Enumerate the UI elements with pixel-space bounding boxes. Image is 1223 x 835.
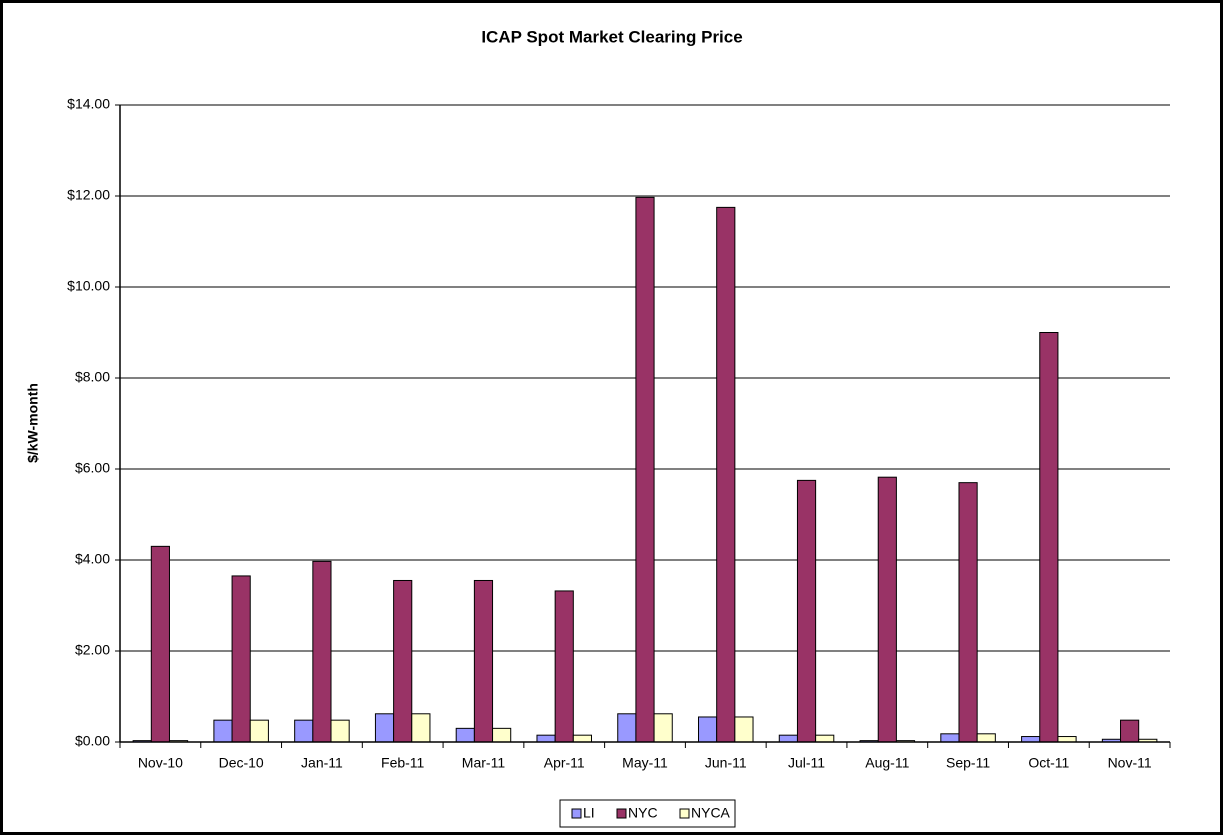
- bar: [572, 734, 592, 743]
- bar: [1021, 736, 1041, 743]
- bar: [734, 716, 754, 743]
- legend-box: [559, 799, 736, 828]
- bar: [635, 196, 655, 743]
- bar: [877, 476, 897, 743]
- x-tick-label: Nov-10: [138, 755, 183, 771]
- x-tick-label: Mar-11: [462, 755, 506, 771]
- legend-swatch: [616, 808, 627, 819]
- y-tick-label: $14.00: [67, 96, 110, 112]
- x-tick-label: Nov-11: [1108, 755, 1152, 771]
- bar: [249, 719, 269, 743]
- bar: [1120, 719, 1140, 743]
- legend-label: NYCA: [691, 805, 731, 821]
- x-tick-label: Apr-11: [544, 755, 585, 771]
- bar: [374, 713, 395, 743]
- bar: [231, 575, 251, 743]
- bar: [213, 719, 233, 743]
- bar: [330, 719, 350, 743]
- y-tick-label: $12.00: [67, 187, 110, 203]
- x-tick-label: Aug-11: [865, 755, 909, 771]
- bar: [150, 545, 170, 743]
- bar: [411, 713, 431, 743]
- bar: [492, 727, 512, 743]
- bar: [653, 713, 673, 743]
- y-axis-label: $/kW-month: [25, 383, 41, 463]
- bar: [1039, 332, 1059, 743]
- x-tick-label: May-11: [622, 755, 668, 771]
- legend-swatch: [679, 808, 690, 819]
- x-tick-label: Feb-11: [381, 755, 425, 771]
- bar: [778, 734, 798, 743]
- bar: [536, 734, 556, 743]
- bar: [815, 734, 835, 743]
- bar: [958, 482, 978, 743]
- bar: [312, 560, 332, 743]
- bar: [294, 719, 314, 743]
- x-tick-label: Oct-11: [1028, 755, 1069, 771]
- bar: [976, 733, 996, 743]
- x-tick-label: Dec-10: [219, 755, 264, 771]
- bar: [455, 727, 475, 743]
- bar: [617, 713, 637, 743]
- x-tick-label: Jan-11: [301, 755, 343, 771]
- bar: [716, 206, 736, 743]
- legend-swatch: [571, 808, 582, 819]
- bar: [796, 479, 817, 743]
- y-tick-label: $8.00: [75, 369, 110, 385]
- y-tick-label: $10.00: [67, 278, 110, 294]
- bar: [940, 733, 960, 743]
- bar: [393, 579, 413, 743]
- bar: [473, 579, 494, 743]
- y-tick-label: $4.00: [75, 551, 110, 567]
- x-tick-label: Jun-11: [705, 755, 747, 771]
- bar: [554, 590, 574, 743]
- y-tick-label: $2.00: [75, 642, 110, 658]
- bar: [698, 716, 718, 743]
- chart-title: ICAP Spot Market Clearing Price: [481, 27, 742, 46]
- x-tick-label: Jul-11: [788, 755, 825, 771]
- y-tick-label: $6.00: [75, 460, 110, 476]
- legend-label: LI: [583, 805, 595, 821]
- y-tick-label: $0.00: [75, 733, 110, 749]
- legend-label: NYC: [628, 805, 658, 821]
- x-tick-label: Sep-11: [946, 755, 990, 771]
- bar: [1057, 736, 1077, 743]
